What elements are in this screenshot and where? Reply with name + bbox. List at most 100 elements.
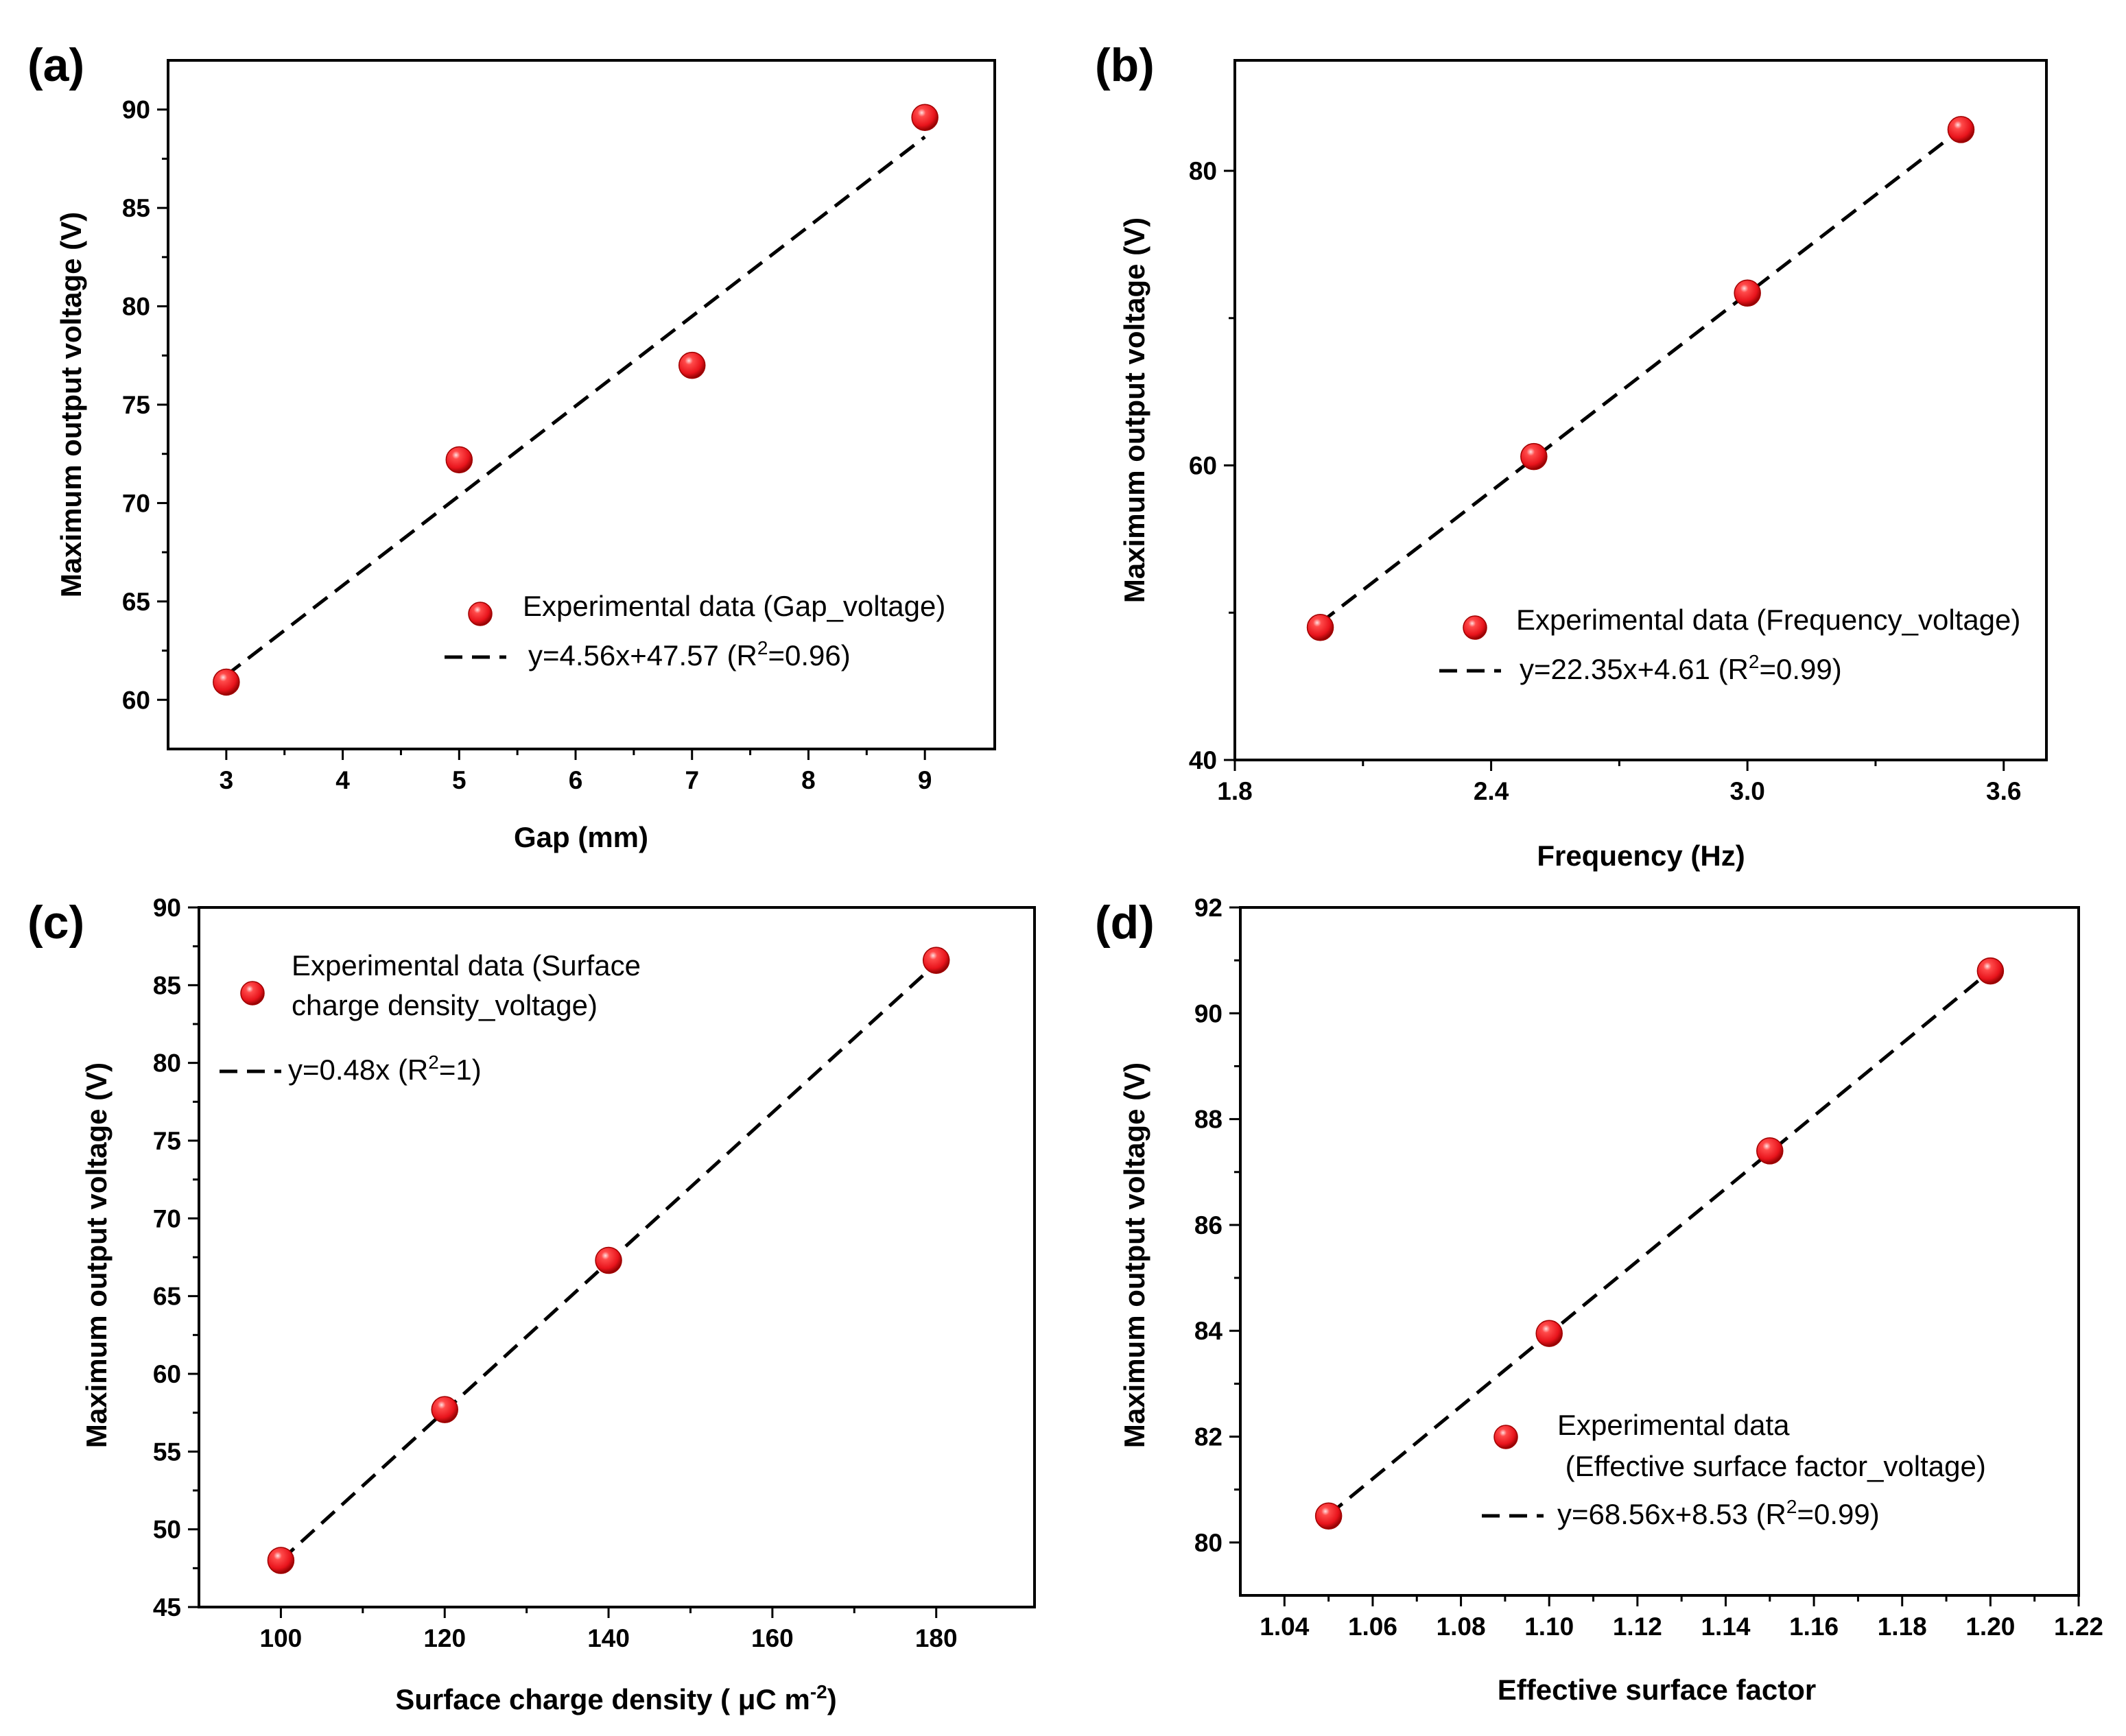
x-tick-label: 6 [569, 766, 583, 794]
fit-label-sup: 2 [757, 637, 768, 658]
fit-label-sup: 2 [1749, 651, 1760, 672]
y-tick-label: 84 [1194, 1317, 1223, 1345]
y-tick-label: 80 [153, 1049, 181, 1078]
panel-b-legend-data-label: Experimental data (Frequency_voltage) [1516, 604, 2020, 636]
x-tick-label: 1.04 [1260, 1613, 1309, 1641]
panel-d-legend: Experimental data (Effective surface fac… [1482, 1409, 1986, 1530]
data-point [678, 351, 706, 379]
panel-c-legend-data-label-1: Experimental data (Surface [292, 949, 641, 982]
fit-label-pre: y=68.56x+8.53 (R [1557, 1498, 1786, 1530]
y-tick-label: 86 [1194, 1211, 1223, 1239]
panel-d: (d) 1.04 1.06 1.08 1.10 1.12 1.14 1.16 1.18 1.20… [1095, 894, 2103, 1706]
data-point [1306, 613, 1334, 641]
y-tick-label: 50 [153, 1516, 181, 1544]
x-tick-label: 1.20 [1965, 1613, 2015, 1641]
y-tick-label: 80 [1189, 157, 1217, 185]
x-tick-label: 3 [220, 766, 234, 794]
panel-c: (c) 100 120 140 160 18045505560657075808590 … [27, 894, 1036, 1715]
x-tick-label: 1.22 [2054, 1613, 2103, 1641]
y-tick-label: 82 [1194, 1423, 1223, 1451]
fit-label-sup: 2 [1786, 1496, 1797, 1517]
x-tick-label: 5 [452, 766, 466, 794]
panel-d-legend-data-label-2: (Effective surface factor_voltage) [1557, 1450, 1986, 1482]
data-point [1756, 1137, 1784, 1165]
y-tick-label: 80 [122, 293, 150, 321]
fit-label-pre: y=0.48x (R [288, 1054, 428, 1086]
x-tick-label: 2.4 [1474, 777, 1509, 805]
y-tick-label: 60 [122, 686, 150, 714]
y-tick-label: 70 [122, 489, 150, 517]
y-tick-label: 65 [153, 1283, 181, 1311]
data-point [1314, 1502, 1343, 1530]
x-tick-label: 3.6 [1986, 777, 2021, 805]
panel-b-ticks: 1.8 2.4 3.0 3.6 40 60 80 [1189, 157, 2022, 805]
x-tick-label: 1.14 [1701, 1613, 1750, 1641]
panel-b-ylabel: Maximum output voltage (V) [1118, 217, 1150, 603]
x-tick-label: 1.16 [1789, 1613, 1839, 1641]
panel-d-label: (d) [1095, 896, 1155, 949]
x-tick-label: 100 [260, 1624, 303, 1652]
x-tick-label: 1.12 [1613, 1613, 1662, 1641]
panel-d-xlabel: Effective surface factor [1498, 1674, 1817, 1706]
fit-label-sup: 2 [428, 1051, 439, 1073]
fit-line [1327, 969, 1992, 1517]
panel-a-legend-data-label: Experimental data (Gap_voltage) [523, 590, 945, 622]
panel-a-xlabel: Gap (mm) [514, 821, 648, 853]
x-tick-label: 1.06 [1348, 1613, 1397, 1641]
data-point [267, 1547, 295, 1574]
xlabel-sup: -2 [810, 1681, 827, 1702]
panel-b-xlabel: Frequency (Hz) [1537, 840, 1745, 872]
panel-b: (b) 1.8 2.4 3.0 3.6 40 60 80 Frequency (Hz) Ma… [1095, 39, 2048, 872]
y-tick-label: 75 [153, 1127, 181, 1155]
data-point [911, 104, 938, 131]
y-tick-label: 92 [1194, 894, 1223, 922]
y-tick-label: 90 [122, 96, 150, 124]
y-tick-label: 85 [153, 971, 181, 999]
y-tick-label: 55 [153, 1438, 181, 1466]
fit-label-post: =0.99) [1797, 1498, 1879, 1530]
y-tick-label: 75 [122, 391, 150, 419]
y-tick-label: 80 [1194, 1529, 1223, 1557]
x-tick-label: 120 [423, 1624, 466, 1652]
xlabel-main: Surface charge density ( μC m [395, 1683, 810, 1715]
fit-line [1319, 128, 1962, 625]
x-tick-label: 1.8 [1217, 777, 1252, 805]
panel-d-frame [1239, 906, 2080, 1597]
y-tick-label: 70 [153, 1204, 181, 1233]
x-tick-label: 1.10 [1524, 1613, 1574, 1641]
xlabel-post: ) [827, 1683, 837, 1715]
panel-a-legend-fit-label: y=4.56x+47.57 (R2=0.96) [528, 637, 851, 671]
panel-a-label: (a) [27, 39, 84, 91]
y-tick-label: 85 [122, 194, 150, 222]
x-tick-label: 3.0 [1729, 777, 1764, 805]
panel-c-ticks: 100 120 140 160 180 45 50 55 60 65 70 75 80 85 90 [153, 894, 958, 1652]
panel-a: (a) 3 4 5 6 7 8 9 60 65 70 75 80 85 90 Gap (mm) Maxim… [27, 39, 996, 853]
data-point [1520, 442, 1548, 471]
panel-a-ylabel: Maximum output voltage (V) [55, 212, 87, 597]
panel-b-legend-marker [1463, 615, 1487, 640]
panel-b-axes: 1.8 2.4 3.0 3.6 40 60 80 [1189, 59, 2048, 805]
panel-c-ylabel: Maximum output voltage (V) [80, 1062, 113, 1448]
y-tick-label: 90 [153, 894, 181, 922]
y-tick-label: 88 [1194, 1106, 1223, 1134]
data-point [1976, 957, 2005, 985]
panel-b-frame [1233, 59, 2048, 761]
x-tick-label: 160 [751, 1624, 794, 1652]
panel-b-legend: Experimental data (Frequency_voltage) y=… [1439, 604, 2020, 685]
panel-d-marks [1314, 957, 2005, 1530]
panel-c-label: (c) [27, 896, 84, 949]
fit-label-pre: y=22.35x+4.61 (R [1520, 653, 1749, 685]
fit-label-post: =1) [439, 1054, 482, 1086]
panel-b-marks [1306, 116, 1975, 641]
panel-c-legend-marker [240, 981, 265, 1006]
data-point [1947, 116, 1975, 143]
x-tick-label: 1.18 [1878, 1613, 1927, 1641]
x-tick-label: 140 [587, 1624, 630, 1652]
fit-line [225, 135, 926, 677]
panel-d-legend-fit-label: y=68.56x+8.53 (R2=0.99) [1557, 1496, 1880, 1530]
panel-a-legend-marker [468, 602, 493, 626]
panel-d-axes: 1.04 1.06 1.08 1.10 1.12 1.14 1.16 1.18 1.20 1.22… [1194, 894, 2103, 1641]
panel-d-legend-data-label-1: Experimental data [1557, 1409, 1790, 1441]
panel-b-label: (b) [1095, 39, 1155, 91]
x-tick-label: 180 [915, 1624, 958, 1652]
